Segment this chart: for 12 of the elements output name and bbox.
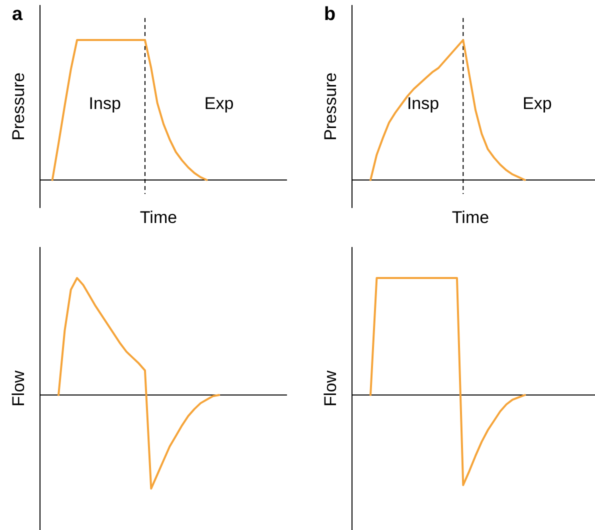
annotation: Insp: [406, 94, 440, 113]
chart-title: b: [324, 4, 336, 25]
annotation: Exp: [522, 94, 552, 113]
annotation: Insp: [88, 94, 121, 113]
x-axis-title: Time: [452, 208, 490, 227]
y-axis-title: Pressure: [321, 72, 340, 141]
y-axis-title: Pressure: [9, 72, 28, 141]
y-axis-title: Flow: [321, 370, 340, 406]
chart-title: a: [12, 4, 23, 25]
annotation: Exp: [204, 94, 234, 113]
y-axis-title: Flow: [9, 370, 28, 406]
x-axis-title: Time: [140, 208, 178, 227]
